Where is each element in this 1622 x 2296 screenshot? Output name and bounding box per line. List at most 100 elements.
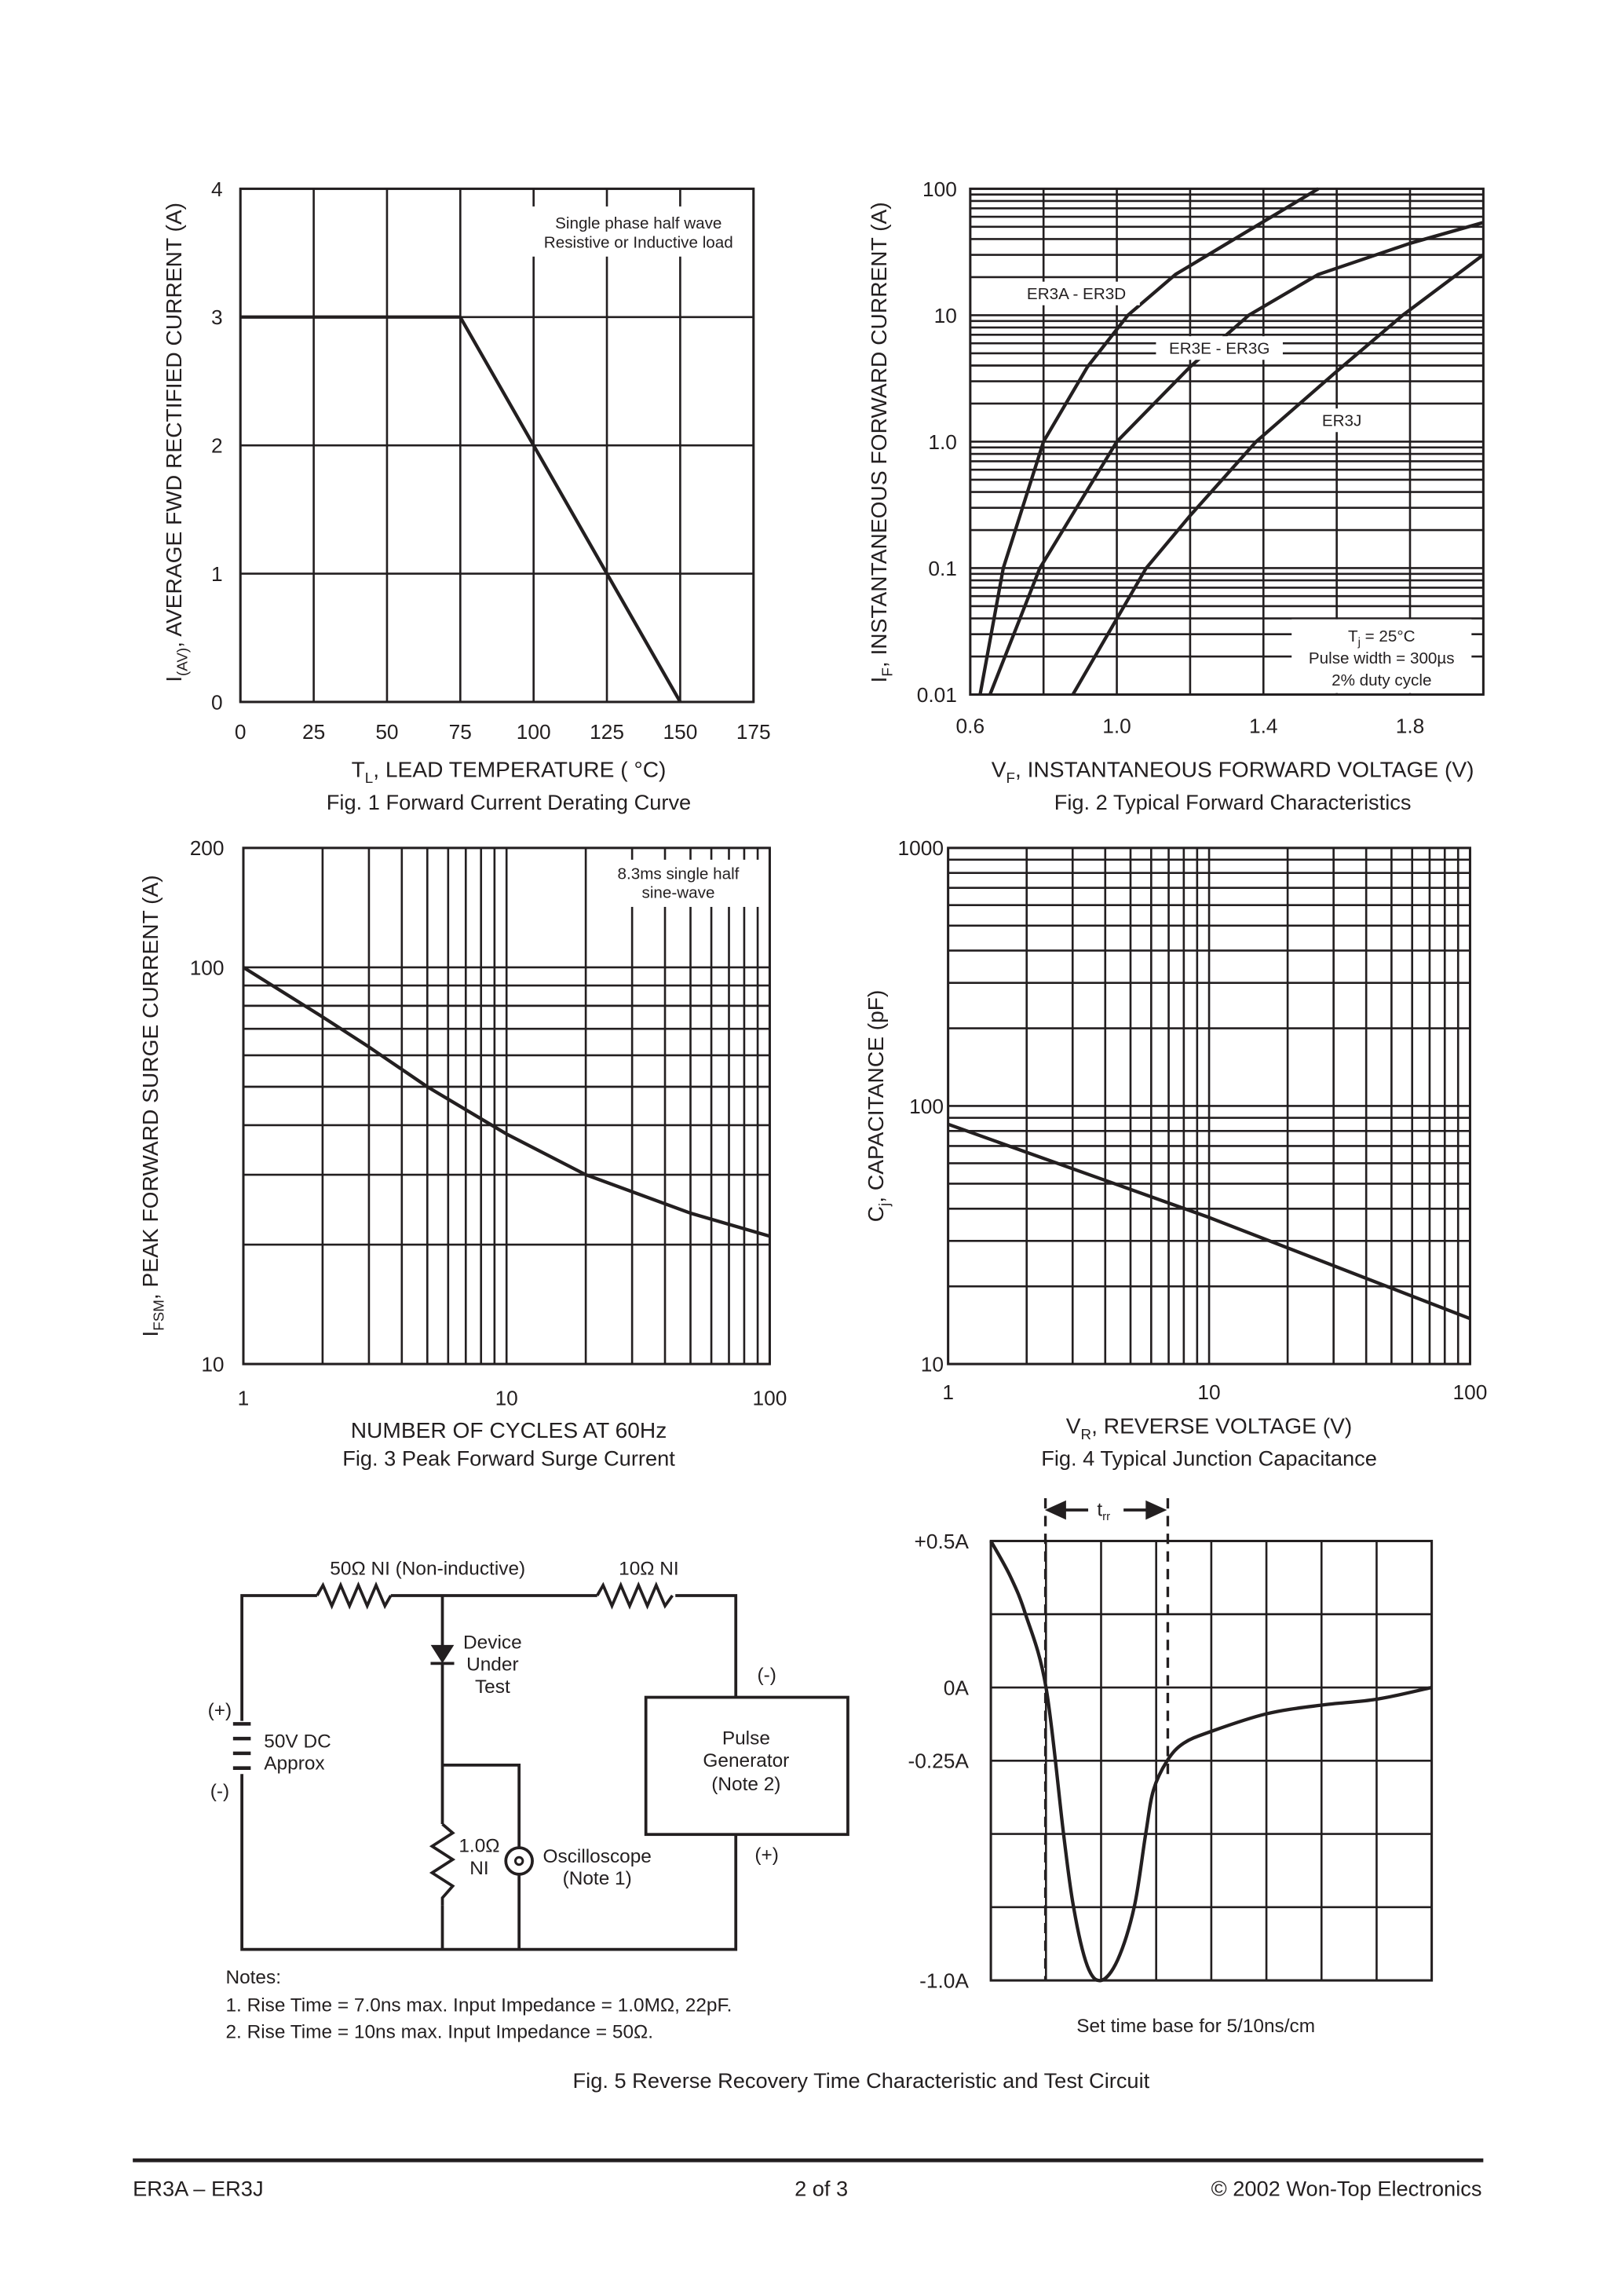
generator-label-line1: Pulse: [722, 1728, 770, 1749]
charts: 0 25 50 75 100 125 150 175 0 1 2 3 4 TL, LEAD TEMPERA…: [138, 177, 1487, 2093]
series-line-0: [947, 1122, 1471, 1321]
plot-frame: [989, 1539, 1434, 1982]
note-1: 1. Rise Time = 7.0ns max. Input Impedanc…: [225, 1995, 732, 2016]
fig5-trr-marker: trr: [1043, 1498, 1170, 1981]
x-axis-title: VF, INSTANTANEOUS FORWARD VOLTAGE (V): [992, 758, 1474, 787]
x-tick-label: 10: [495, 1387, 518, 1410]
note-2: 2. Rise Time = 10ns max. Input Impedance…: [225, 2021, 653, 2042]
battery-minus-label: (-): [210, 1781, 229, 1802]
y-tick-label: 100: [922, 177, 957, 201]
figure-1: 0 25 50 75 100 125 150 175 0 1 2 3 4 TL, LEAD TEMPERA…: [162, 177, 771, 814]
series-line-recovery-current: [989, 1540, 1433, 1983]
footer-part-range: ER3A – ER3J: [133, 2176, 263, 2200]
y-tick-label: -1.0A: [919, 1969, 969, 1993]
y-axis-title: Cj, CAPACITANCE (pF): [864, 990, 893, 1223]
resistor-50ohm-icon: [316, 1581, 393, 1610]
fig3-note-line1: 8.3ms single half: [618, 865, 740, 883]
dut-label-line3: Test: [475, 1676, 510, 1698]
x-tick-label: 0: [235, 720, 247, 744]
x-tick-label: 100: [752, 1387, 787, 1410]
x-tick-label: 75: [449, 720, 472, 744]
fig1-note-line1: Single phase half wave: [555, 214, 721, 232]
x-tick-label: 100: [517, 720, 551, 744]
trr-label: trr: [1097, 1500, 1110, 1524]
figure-caption: Fig. 2 Typical Forward Characteristics: [1054, 790, 1412, 814]
x-tick-label: 1.4: [1249, 714, 1278, 737]
oscilloscope-connector-icon: [504, 1846, 534, 1876]
fig2-series-label-er3a-er3d: ER3A - ER3D: [1027, 285, 1126, 303]
bottom-wire: [240, 1774, 738, 1951]
x-axis-title: TL, LEAD TEMPERATURE ( °C): [352, 758, 667, 787]
fig3-annotation: 8.3ms single half sine-wave: [597, 859, 760, 907]
y-tick-label: +0.5A: [915, 1530, 970, 1553]
arrow-left-icon: [1044, 1500, 1089, 1520]
generator-minus-label: (-): [757, 1665, 776, 1686]
figure-3: 1 10 100 10 100 200 NUMBER OF CYCLES AT 60Hz IF…: [138, 836, 787, 1470]
y-tick-label: 4: [211, 177, 223, 201]
series-line-0: [240, 315, 682, 703]
fig2-series-label-er3e-er3g: ER3E - ER3G: [1169, 340, 1269, 358]
y-tick-label: 0: [211, 690, 223, 714]
resistor-1ohm-label-line2: NI: [469, 1858, 488, 1879]
y-axis-title: IFSM, PEAK FORWARD SURGE CURRENT (A): [138, 875, 167, 1336]
figure-2: 0.6 1.0 1.4 1.8 0.01 0.1 1.0 10 100 VF, INSTANTAN…: [867, 177, 1485, 814]
x-tick-label: 175: [736, 720, 771, 744]
fig2-labels: ER3A - ER3D ER3E - ER3G ER3J Tj = 25°C P…: [1013, 281, 1472, 693]
y-tick-label: 10: [934, 304, 957, 327]
resistor-1ohm-icon: [429, 1823, 456, 1906]
x-tick-label: 50: [375, 720, 398, 744]
y-tick-label: -0.25A: [908, 1749, 970, 1773]
y-tick-label: 0A: [944, 1676, 970, 1699]
generator-label-line3: (Note 2): [711, 1774, 780, 1795]
x-axis-title: NUMBER OF CYCLES AT 60Hz: [351, 1418, 667, 1442]
branch-wires: [440, 1595, 521, 1950]
x-tick-label: 1.0: [1102, 714, 1131, 737]
x-tick-label: 150: [663, 720, 697, 744]
figure-caption: Fig. 1 Forward Current Derating Curve: [327, 790, 691, 814]
x-tick-label: 0.6: [956, 714, 985, 737]
y-tick-label: 100: [190, 956, 225, 979]
y-tick-label: 3: [211, 305, 223, 329]
y-tick-label: 0.1: [928, 557, 957, 580]
series-line-0: [242, 966, 771, 1238]
figure-5-waveform: +0.5A 0A -0.25A -1.0A Set time base for 5/10…: [573, 1530, 1434, 2093]
pulse-generator-box: [644, 1695, 849, 1837]
battery-plus-label: (+): [208, 1700, 232, 1721]
plot-frame: [242, 846, 771, 1366]
y-tick-label: 0.01: [917, 683, 957, 707]
notes-heading: Notes:: [225, 1967, 281, 1988]
resistor-10ohm-label: 10Ω NI: [619, 1559, 679, 1580]
figure-caption: Fig. 3 Peak Forward Surge Current: [342, 1446, 675, 1471]
figure-caption: Fig. 4 Typical Junction Capacitance: [1041, 1446, 1377, 1471]
fig2-condition-duty: 2% duty cycle: [1332, 671, 1431, 689]
battery-icon: [232, 1722, 251, 1770]
plot-frame: [239, 187, 755, 704]
dut-label-line1: Device: [463, 1632, 522, 1654]
fig2-condition-tj: Tj = 25°C: [1348, 627, 1416, 649]
x-tick-label: 1: [942, 1380, 954, 1404]
y-tick-label: 1000: [898, 836, 944, 860]
battery-label-line1: 50V DC: [264, 1731, 331, 1752]
fig3-note-line2: sine-wave: [642, 884, 715, 902]
x-tick-label: 100: [1453, 1380, 1488, 1404]
y-tick-label: 2: [211, 434, 223, 458]
plot-frame: [947, 846, 1471, 1366]
series-line-er3a-er3d: [978, 187, 1320, 695]
y-tick-label: 1.0: [928, 430, 957, 454]
plot-frame: [969, 187, 1485, 696]
arrow-right-icon: [1123, 1500, 1167, 1520]
oscilloscope-label-line2: (Note 1): [563, 1868, 632, 1889]
resistor-50ohm-label: 50Ω NI (Non-inductive): [330, 1559, 525, 1580]
battery-label-line2: Approx: [264, 1753, 324, 1775]
footer: ER3A – ER3J 2 of 3 © 2002 Won-Top Electr…: [133, 2158, 1484, 2200]
x-axis-title: Set time base for 5/10ns/cm: [1076, 2016, 1315, 2037]
fig1-note-line2: Resistive or Inductive load: [544, 233, 733, 251]
dut-label-line2: Under: [466, 1654, 518, 1676]
y-tick-label: 100: [909, 1095, 944, 1118]
y-axis-title: IF, INSTANTANEOUS FORWARD CURRENT (A): [867, 202, 896, 682]
fig1-annotation: Single phase half wave Resistive or Indu…: [526, 206, 748, 257]
footer-copyright: © 2002 Won-Top Electronics: [1211, 2176, 1482, 2200]
top-wire: [240, 1594, 738, 1721]
generator-label-line2: Generator: [703, 1750, 789, 1771]
